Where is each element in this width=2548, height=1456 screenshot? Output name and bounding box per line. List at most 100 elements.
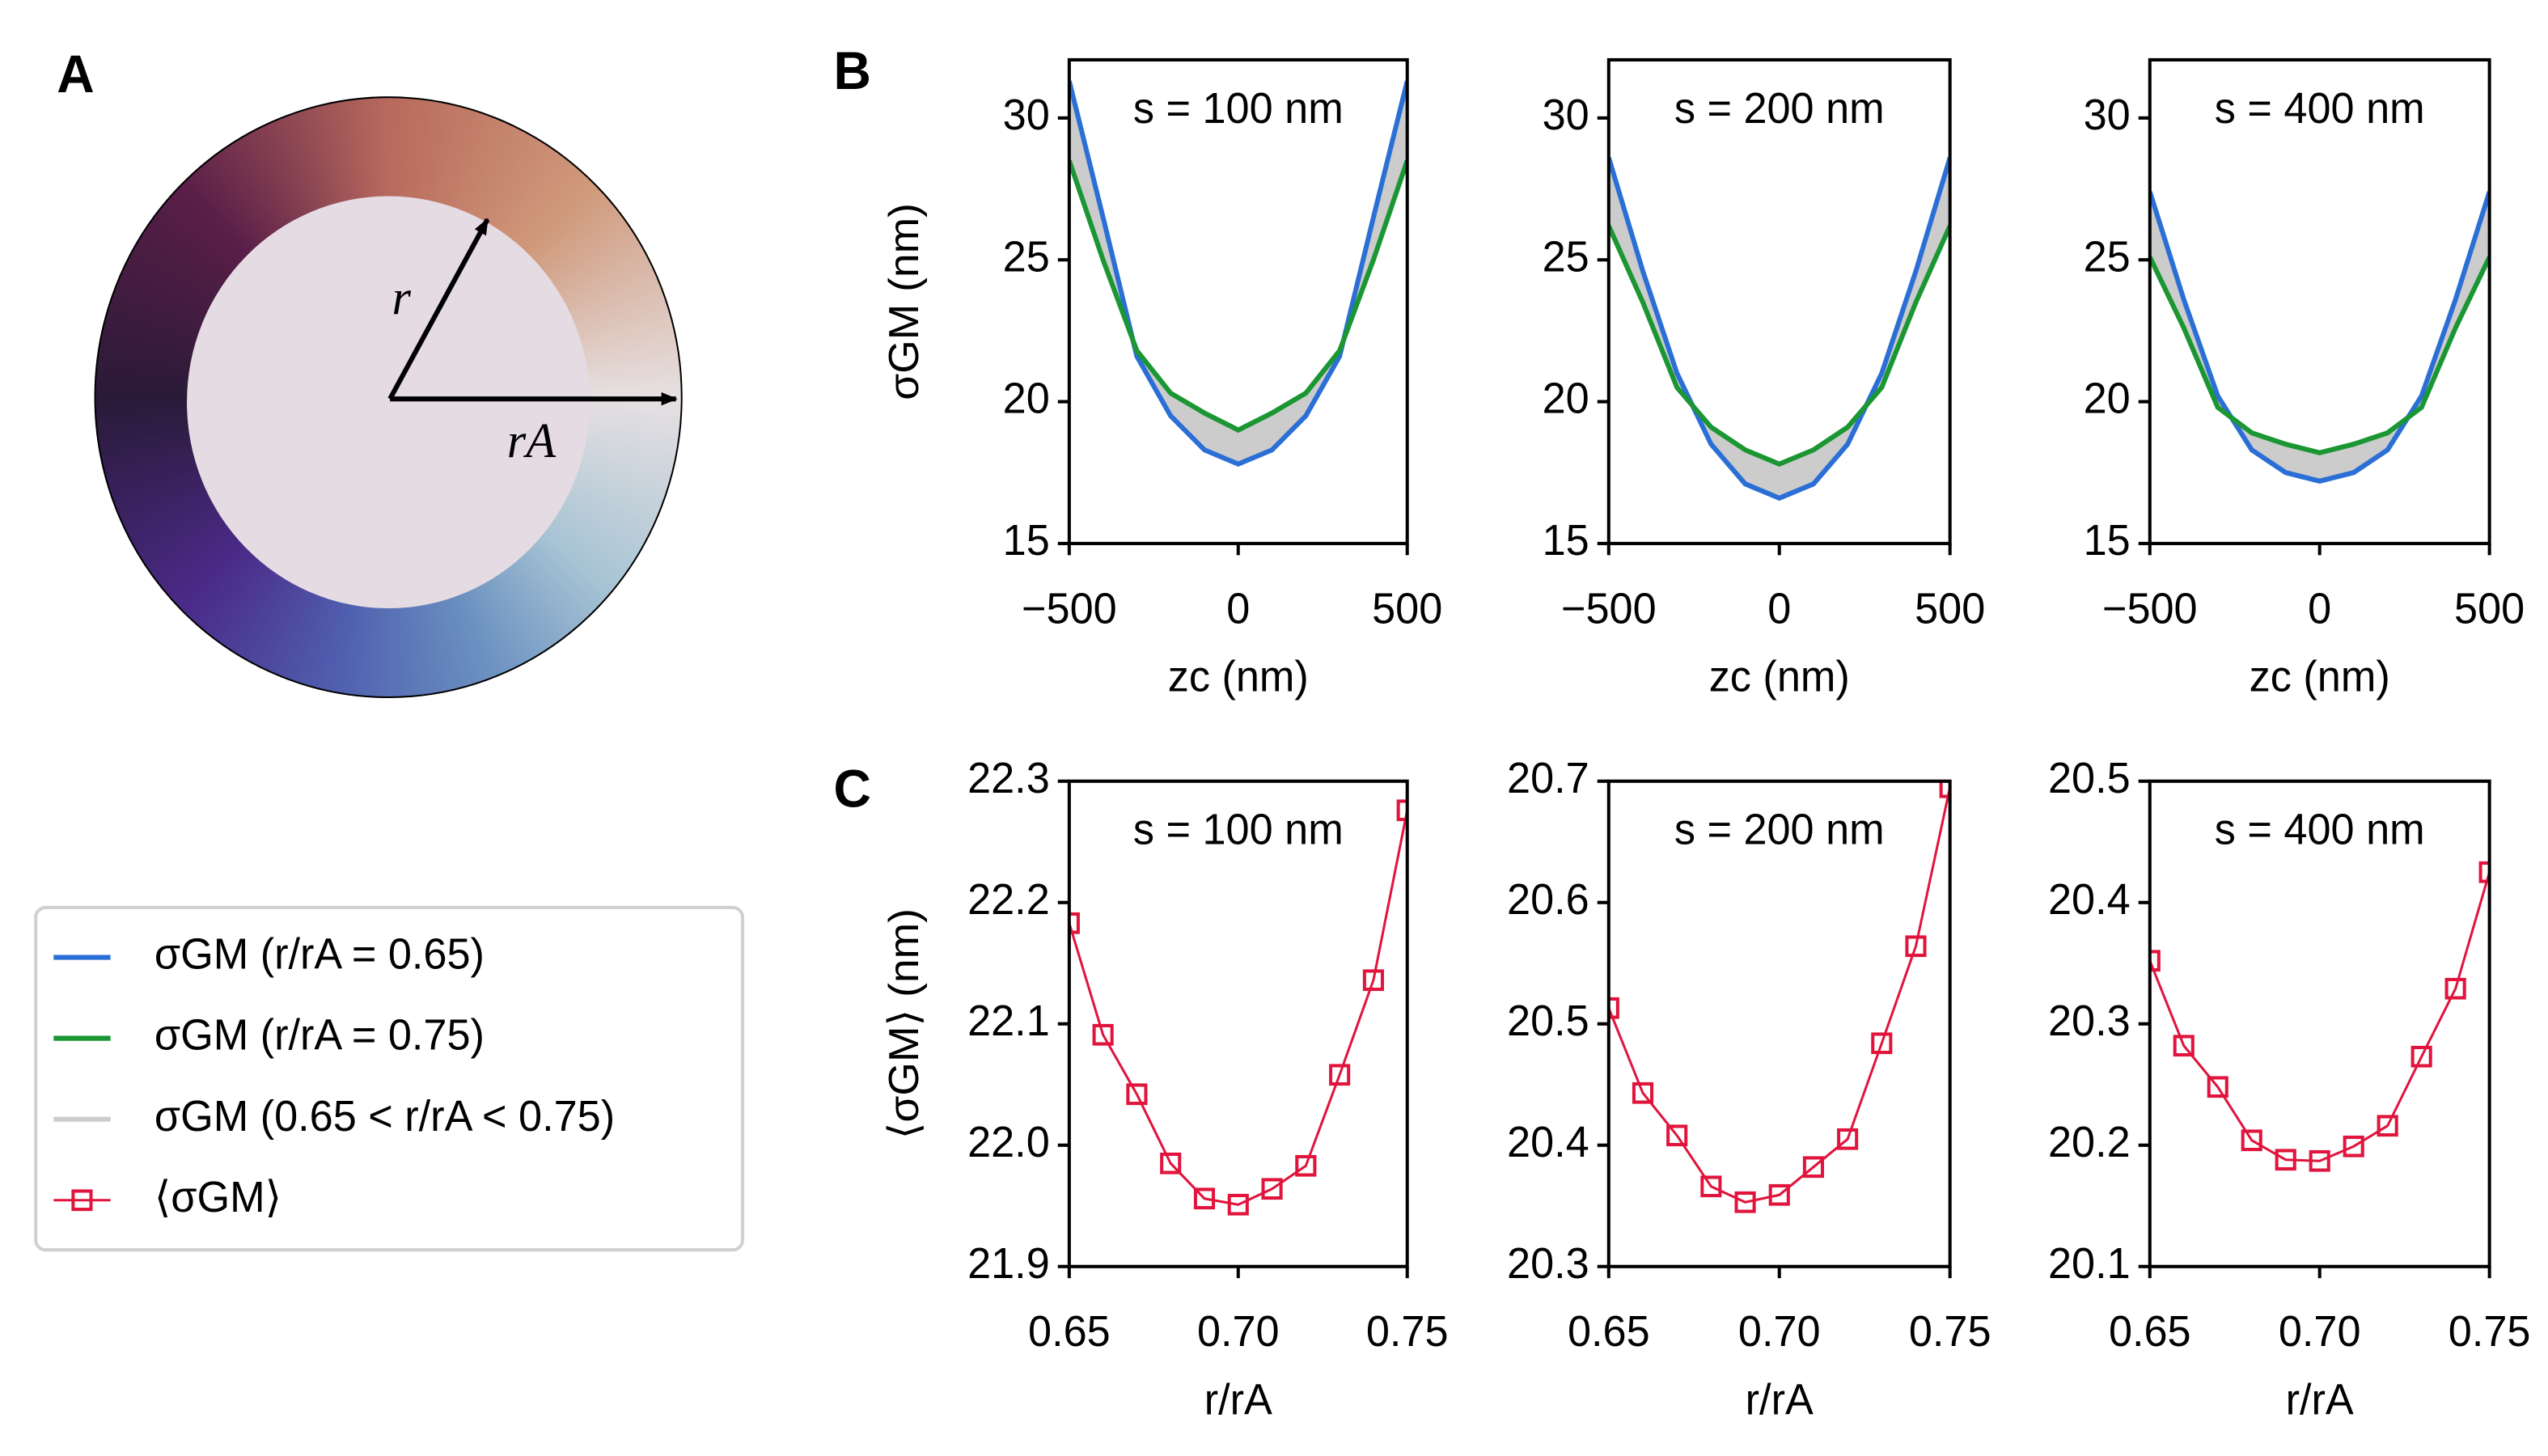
x-tick-label: 500 bbox=[2454, 585, 2525, 633]
marker bbox=[2444, 977, 2466, 1000]
marker bbox=[2309, 1149, 2330, 1172]
marker bbox=[2149, 950, 2161, 972]
marker bbox=[1227, 1193, 1249, 1216]
marker bbox=[2173, 1035, 2195, 1057]
x-axis-label: zc (nm) bbox=[1168, 653, 1309, 701]
y-tick-label: 20 bbox=[1003, 375, 1050, 423]
x-tick-label: 500 bbox=[1915, 585, 1985, 633]
marker bbox=[2275, 1149, 2296, 1171]
y-tick-label: 20.5 bbox=[1507, 997, 1589, 1045]
arrow-r bbox=[387, 218, 490, 400]
y-tick-label: 20.7 bbox=[1507, 754, 1589, 802]
r-label: r bbox=[392, 271, 411, 326]
annotation: s = 100 nm bbox=[1133, 806, 1344, 854]
x-tick-label: 0.75 bbox=[2449, 1308, 2531, 1357]
x-tick-label: 0 bbox=[2308, 585, 2331, 633]
marker bbox=[1905, 935, 1927, 958]
marker bbox=[1295, 1154, 1317, 1177]
x-tick-label: 0.70 bbox=[1738, 1308, 1821, 1357]
marker bbox=[2377, 1115, 2398, 1137]
inner-region bbox=[187, 196, 590, 609]
y-tick-label: 25 bbox=[2084, 233, 2131, 281]
y-tick-label: 25 bbox=[1543, 233, 1589, 281]
marker bbox=[1362, 969, 1384, 992]
marker bbox=[1396, 799, 1407, 822]
series-line bbox=[2149, 191, 2490, 484]
marker bbox=[1126, 1083, 1148, 1106]
annotation: s = 100 nm bbox=[1133, 84, 1344, 133]
legend-label: σGM (0.65 < r/rA < 0.75) bbox=[154, 1092, 615, 1141]
y-tick-label: 20 bbox=[2084, 375, 2131, 423]
x-axis-label: r/rA bbox=[2286, 1376, 2355, 1424]
marker bbox=[1768, 1183, 1790, 1206]
marker bbox=[1632, 1081, 1654, 1104]
series-line bbox=[1608, 157, 1950, 502]
x-axis-label: r/rA bbox=[1204, 1376, 1273, 1424]
series-line bbox=[1608, 224, 1950, 468]
y-tick-label: 20.1 bbox=[2048, 1239, 2131, 1288]
marker bbox=[1802, 1156, 1824, 1179]
panel-label: B bbox=[834, 40, 871, 100]
panel-label: C bbox=[834, 759, 871, 819]
y-tick-label: 15 bbox=[1003, 517, 1050, 565]
y-tick-label: 15 bbox=[1543, 517, 1589, 565]
x-axis-label: zc (nm) bbox=[2250, 653, 2390, 701]
legend-label: σGM (r/rA = 0.75) bbox=[154, 1011, 485, 1060]
panel-label: A bbox=[57, 44, 94, 104]
marker bbox=[1734, 1191, 1756, 1213]
y-tick-label: 22.3 bbox=[967, 754, 1050, 802]
x-tick-label: −500 bbox=[1022, 585, 1117, 633]
marker bbox=[1939, 781, 1950, 798]
x-tick-label: 0.75 bbox=[1366, 1308, 1449, 1357]
y-tick-label: 30 bbox=[1543, 91, 1589, 139]
y-tick-label: 22.1 bbox=[967, 997, 1050, 1045]
series-line bbox=[1069, 80, 1407, 468]
marker bbox=[2207, 1076, 2228, 1098]
annotation: s = 400 nm bbox=[2215, 84, 2425, 133]
x-tick-label: 500 bbox=[1372, 585, 1442, 633]
series-line bbox=[1069, 159, 1407, 434]
y-tick-label: 20.4 bbox=[2048, 875, 2131, 924]
series-line bbox=[1069, 810, 1407, 1206]
x-tick-label: 0 bbox=[1767, 585, 1791, 633]
annotation: s = 200 nm bbox=[1674, 84, 1885, 133]
marker bbox=[1329, 1064, 1351, 1086]
x-tick-label: −500 bbox=[2102, 585, 2198, 633]
y-tick-label: 30 bbox=[2084, 91, 2131, 139]
legend-box bbox=[34, 905, 745, 1252]
y-tick-label: 20.2 bbox=[2048, 1118, 2131, 1166]
y-tick-label: 22.2 bbox=[967, 875, 1050, 924]
legend-label: ⟨σGM⟩ bbox=[154, 1173, 281, 1221]
axes-frame bbox=[1067, 779, 1409, 1268]
x-tick-label: 0.65 bbox=[2109, 1308, 2191, 1357]
y-axis-label: ⟨σGM⟩ (nm) bbox=[880, 908, 927, 1139]
marker bbox=[1261, 1178, 1283, 1200]
marker bbox=[2241, 1129, 2262, 1152]
y-tick-label: 21.9 bbox=[967, 1239, 1050, 1288]
y-tick-label: 20.6 bbox=[1507, 875, 1589, 924]
marker bbox=[1871, 1032, 1893, 1055]
marker bbox=[2410, 1045, 2432, 1068]
series-line bbox=[1608, 786, 1950, 1204]
y-tick-label: 20.3 bbox=[1507, 1239, 1589, 1288]
x-tick-label: 0.70 bbox=[2279, 1308, 2361, 1357]
y-tick-label: 15 bbox=[2084, 517, 2131, 565]
y-tick-label: 22.0 bbox=[967, 1118, 1050, 1166]
marker bbox=[1837, 1128, 1859, 1150]
y-tick-label: 30 bbox=[1003, 91, 1050, 139]
x-tick-label: 0 bbox=[1226, 585, 1250, 633]
marker bbox=[1666, 1124, 1688, 1147]
x-tick-label: 0.65 bbox=[1028, 1308, 1111, 1357]
y-tick-label: 20.5 bbox=[2048, 754, 2131, 802]
x-axis-label: zc (nm) bbox=[1709, 653, 1850, 701]
marker bbox=[2343, 1135, 2364, 1158]
y-tick-label: 20 bbox=[1543, 375, 1589, 423]
marker bbox=[2478, 861, 2490, 883]
marker bbox=[1092, 1023, 1114, 1046]
y-tick-label: 25 bbox=[1003, 233, 1050, 281]
x-tick-label: 0.65 bbox=[1568, 1308, 1650, 1357]
marker bbox=[1193, 1187, 1216, 1210]
annotation: s = 200 nm bbox=[1674, 806, 1885, 854]
legend-label: σGM (r/rA = 0.65) bbox=[154, 930, 485, 979]
